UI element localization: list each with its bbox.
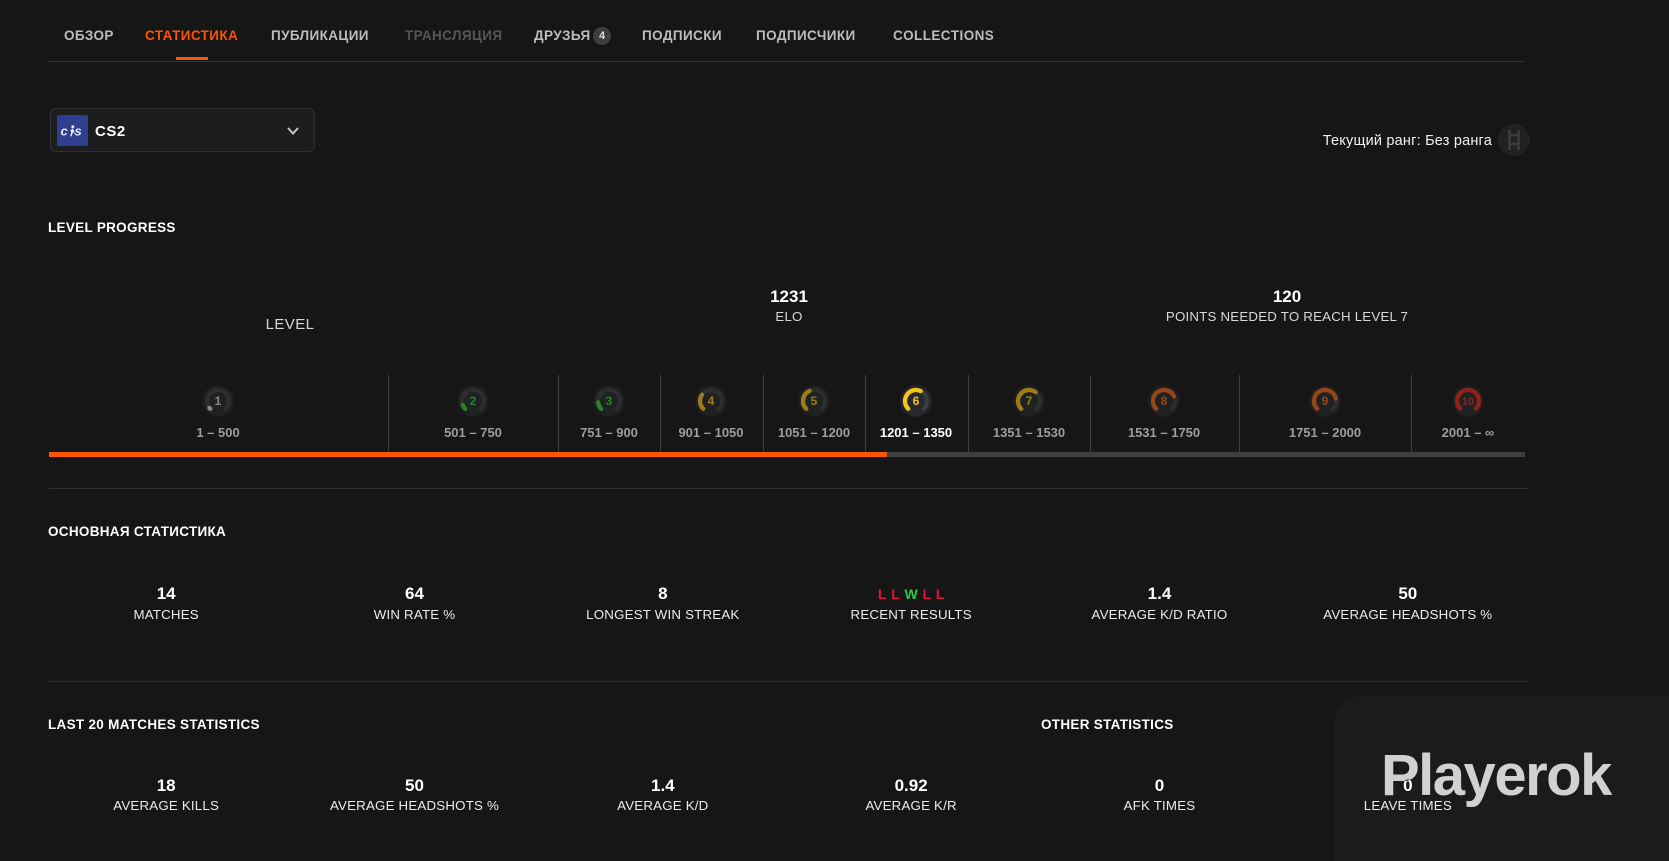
svg-text:10: 10 bbox=[1462, 396, 1474, 408]
svg-text:s: s bbox=[75, 124, 82, 139]
svg-text:7: 7 bbox=[1026, 394, 1033, 408]
svg-text:8: 8 bbox=[1161, 394, 1168, 408]
svg-text:5: 5 bbox=[811, 394, 818, 408]
svg-text:3: 3 bbox=[606, 394, 613, 408]
svg-text:4: 4 bbox=[708, 394, 715, 408]
svg-text:1: 1 bbox=[215, 394, 222, 408]
svg-text:9: 9 bbox=[1322, 394, 1329, 408]
svg-text:2: 2 bbox=[470, 394, 477, 408]
svg-text:c: c bbox=[61, 124, 69, 139]
svg-text:6: 6 bbox=[913, 394, 920, 408]
